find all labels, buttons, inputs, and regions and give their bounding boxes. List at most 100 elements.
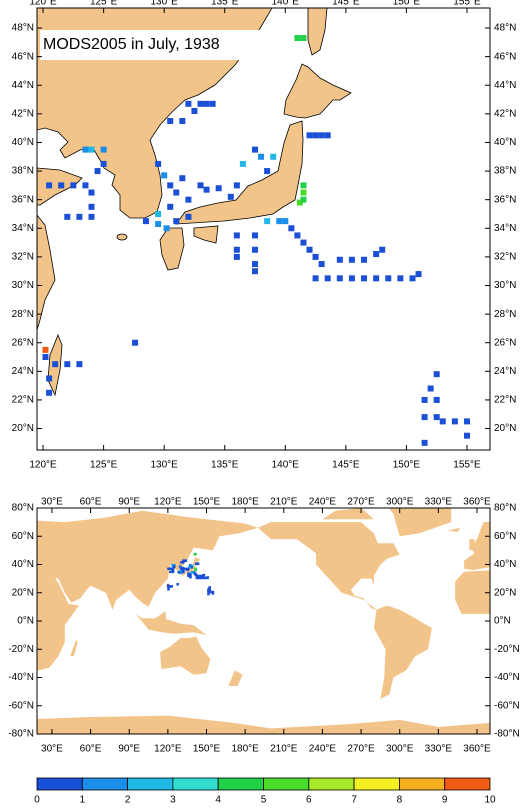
y-tick-label: 44°N — [494, 80, 516, 91]
observation-cell — [421, 439, 428, 446]
x-tick-label: 270°E — [347, 744, 375, 755]
observation-cell — [209, 590, 212, 594]
y-tick-label: 40°N — [494, 559, 516, 570]
continent — [388, 508, 452, 537]
y-tick-label: 42°N — [494, 108, 516, 119]
global-land — [37, 508, 490, 734]
observation-cell — [233, 232, 240, 239]
continent — [447, 527, 461, 532]
observation-cell — [276, 218, 283, 225]
colorbar-label: 8 — [397, 795, 403, 806]
observation-cell — [194, 552, 197, 556]
observation-cell — [252, 261, 259, 268]
observation-cell — [184, 567, 187, 571]
y-tick-label: 20°N — [494, 423, 516, 434]
observation-cell — [207, 590, 210, 593]
y-tick-label: 30°N — [12, 280, 34, 291]
y-tick-label: 20°N — [12, 587, 34, 598]
observation-cell — [169, 585, 172, 588]
observation-cell — [300, 182, 307, 189]
observation-cell — [100, 146, 107, 153]
continent — [464, 521, 490, 571]
y-tick-label: 46°N — [12, 51, 34, 62]
observation-cell — [182, 560, 186, 563]
x-tick-label: 30°E — [41, 497, 63, 508]
observation-cell — [373, 275, 380, 282]
observation-cell — [52, 361, 59, 368]
observation-cell — [282, 218, 289, 225]
observation-cell — [173, 563, 176, 567]
observation-cell — [198, 576, 201, 580]
observation-cell — [270, 153, 277, 160]
observation-cell — [433, 371, 440, 378]
observation-cell — [177, 571, 181, 574]
x-tick-label: 145°E — [332, 0, 360, 8]
colorbar-swatch — [353, 777, 400, 791]
observation-cell — [336, 275, 343, 282]
x-tick-label: 155°E — [453, 0, 481, 8]
x-tick-label: 130°E — [150, 0, 178, 8]
observation-cell — [203, 186, 210, 193]
observation-cell — [288, 225, 295, 232]
x-tick-label: 30°E — [41, 744, 63, 755]
observation-cell — [207, 588, 210, 592]
y-tick-label: 26°N — [494, 337, 516, 348]
x-tick-label: 60°E — [80, 744, 102, 755]
title-box — [40, 30, 280, 60]
x-tick-label: 240°E — [309, 744, 337, 755]
observation-cell — [70, 182, 77, 189]
observation-cell — [171, 568, 175, 571]
colorbar-label: 10 — [484, 795, 496, 806]
observation-cell — [88, 213, 95, 220]
observation-cell — [210, 590, 213, 594]
x-tick-label: 145°E — [332, 460, 360, 471]
observation-cell — [300, 239, 307, 246]
observation-cell — [182, 570, 185, 574]
observation-cell — [324, 132, 331, 139]
observation-cell — [170, 570, 173, 574]
observation-cell — [409, 275, 416, 282]
y-tick-label: 0°N — [494, 616, 511, 627]
y-tick-label: 80°N — [494, 503, 516, 514]
x-tick-label: 130°E — [150, 460, 178, 471]
observation-cell — [300, 35, 307, 42]
observation-cell — [385, 275, 392, 282]
continent — [37, 510, 258, 610]
y-tick-label: 34°N — [494, 223, 516, 234]
observation-cell — [196, 562, 200, 566]
observation-cell — [264, 218, 271, 225]
x-tick-label: 60°E — [80, 497, 102, 508]
y-tick-label: 0°N — [17, 616, 34, 627]
regional-land — [37, 8, 352, 397]
observation-cell — [82, 146, 89, 153]
x-tick-label: 125°E — [90, 0, 118, 8]
continent — [469, 539, 475, 551]
observation-cell — [155, 160, 162, 167]
observation-cell — [187, 565, 191, 568]
observation-cell — [197, 100, 204, 107]
continent — [180, 557, 201, 578]
colorbar-label: 5 — [261, 795, 267, 806]
x-tick-label: 125°E — [90, 460, 118, 471]
y-tick-label: 46°N — [494, 51, 516, 62]
observation-cell — [439, 418, 446, 425]
y-tick-label: 32°N — [494, 252, 516, 263]
observation-cell — [197, 182, 204, 189]
observation-cell — [180, 561, 183, 564]
observation-cell — [179, 118, 186, 125]
y-tick-label: 60°N — [494, 531, 516, 542]
observation-cell — [200, 576, 204, 580]
regional-frame — [36, 7, 491, 451]
x-tick-label: 180°E — [231, 497, 259, 508]
observation-cell — [187, 572, 190, 575]
observation-cell — [373, 251, 380, 258]
observation-cell — [166, 584, 170, 587]
continent — [70, 639, 78, 657]
observation-cell — [185, 213, 192, 220]
continent — [322, 508, 374, 520]
observation-cell — [64, 361, 71, 368]
observation-cell — [64, 213, 71, 220]
y-tick-label: -60°N — [8, 700, 34, 711]
x-tick-label: 135°E — [211, 0, 239, 8]
